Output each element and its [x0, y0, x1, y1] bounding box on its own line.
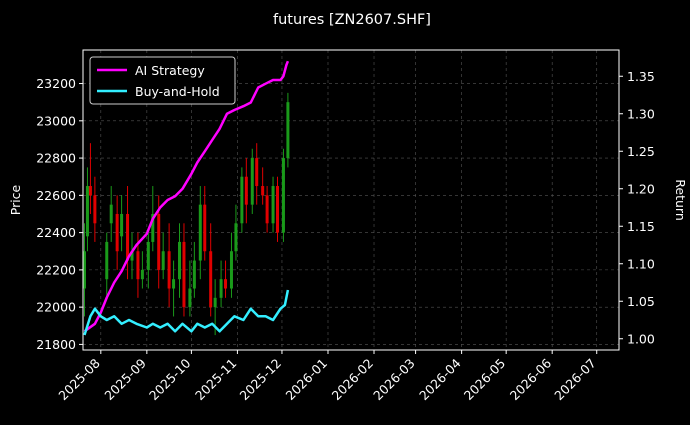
candle-body: [130, 251, 134, 261]
candle-body: [109, 204, 113, 224]
candle-body: [120, 213, 124, 237]
candle-body: [213, 297, 217, 308]
y-right-tick-label: 1.25: [627, 144, 655, 159]
candle-body: [250, 158, 254, 205]
candle-body: [203, 204, 207, 252]
y-right-tick-label: 1.20: [627, 181, 655, 196]
candle-body: [281, 158, 285, 233]
y-axis-label-left: Price: [8, 184, 23, 215]
candle-body: [105, 241, 109, 280]
candlesticks: [82, 92, 290, 336]
candle-body: [85, 186, 89, 237]
candle-body: [265, 195, 269, 224]
y-axis-label-right: Return: [673, 179, 688, 220]
candle-body: [115, 213, 119, 252]
candle-body: [140, 269, 144, 280]
candle-body: [234, 223, 238, 252]
series-line-buy-and-hold: [83, 289, 290, 336]
candle-body: [192, 260, 196, 289]
candle-body: [198, 204, 202, 261]
candle-body: [240, 176, 244, 224]
candle-body: [136, 251, 140, 280]
y-left-tick-label: 22600: [36, 188, 76, 203]
chart-title: futures [ZN2607.SHF]: [273, 12, 431, 28]
y-right-tick-label: 1.00: [627, 331, 655, 346]
candle-body: [286, 102, 290, 159]
y-right-tick-label: 1.35: [627, 69, 655, 84]
series-line-ai-strategy: [83, 60, 290, 333]
series-lines: [83, 60, 290, 336]
y-left-tick-label: 23200: [36, 76, 76, 91]
y-right-tick-label: 1.10: [627, 256, 655, 271]
candle-body: [261, 186, 265, 196]
legend-label-ai-strategy: AI Strategy: [135, 63, 205, 78]
legend: AI Strategy Buy-and-Hold: [89, 56, 236, 105]
candle-body: [93, 195, 97, 224]
y-left-tick-label: 22200: [36, 262, 76, 277]
y-left-tick-label: 22400: [36, 225, 76, 240]
legend-label-buy-and-hold: Buy-and-Hold: [135, 84, 220, 99]
candle-body: [157, 213, 161, 270]
candle-body: [151, 213, 155, 242]
grid: [83, 50, 619, 350]
plot-frame: [82, 49, 620, 351]
candle-body: [271, 186, 275, 224]
candle-body: [146, 241, 150, 270]
candle-body: [161, 251, 165, 270]
candle-body: [126, 213, 130, 261]
candle-body: [178, 241, 182, 280]
candle-body: [167, 251, 171, 289]
candle-body: [219, 279, 223, 298]
candle-body: [209, 251, 213, 308]
candle-body: [229, 251, 233, 289]
candle-body: [188, 288, 192, 308]
candle-body: [255, 158, 259, 187]
candle-body: [276, 186, 280, 233]
y-left-tick-label: 21800: [36, 337, 76, 352]
candle-body: [244, 176, 248, 205]
candle-body: [172, 279, 176, 289]
candle-body: [82, 251, 86, 289]
candle-body: [224, 279, 228, 289]
candle-body: [182, 241, 186, 308]
y-right-tick-label: 1.05: [627, 294, 655, 309]
y-right-tick-label: 1.30: [627, 106, 655, 121]
candle-body: [88, 186, 92, 196]
y-left-tick-label: 23000: [36, 113, 76, 128]
y-left-tick-label: 22800: [36, 151, 76, 166]
y-right-tick-label: 1.15: [627, 219, 655, 234]
y-left-tick-label: 22000: [36, 300, 76, 315]
